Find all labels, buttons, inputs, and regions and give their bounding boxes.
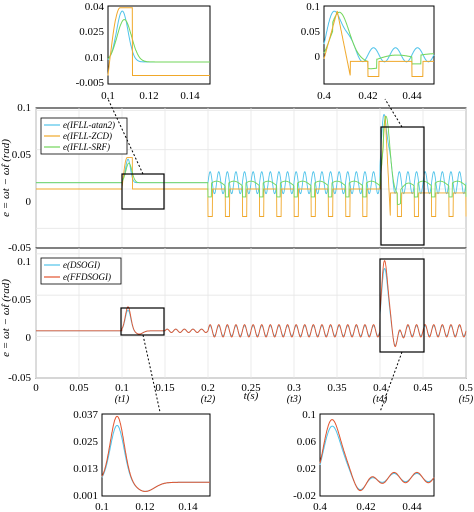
time-marker: (t2) [201,394,216,405]
inset-bottom-left-xtick: 0.14 [178,501,198,512]
inset-bottom-left-xtick: 0.12 [135,501,154,512]
inset-top-left-xtick: 0.1 [101,90,115,102]
panel-top-ytick: -0.05 [8,242,31,254]
inset-top-left-xtick: 0.14 [180,90,200,102]
inset-series-ifll-srf [323,11,434,70]
inset-bottom-left-ytick: 0.037 [73,409,98,421]
inset-bottom-right-ytick: -0.02 [293,490,316,502]
legend-entry: e(FFDSOGI) [63,272,111,282]
panel-bottom: 0.1 0.05 0 -0.05 e = ωt − ω̂t (rad) e(DS… [0,247,474,405]
inset-top-left-ytick: 0.01 [85,52,104,64]
inset-bottom-left-xtick: 0.1 [95,501,109,512]
inset-series-ifll-srf [107,19,210,63]
inset-top-left: 0.04 0.025 0.01 -0.005 0.1 0.12 0.14 [76,1,211,102]
panel-bottom-xtick: 0.4 [373,382,387,394]
inset-top-left-ytick: 0.025 [79,26,104,38]
zoom-box-bottom-t1 [120,307,165,336]
panel-bottom-xtick: 0.5 [459,382,473,394]
inset-bottom-right-xtick: 0.44 [402,501,422,512]
panel-top-ytick: 0.05 [12,149,32,161]
inset-top-left-ytick: 0.04 [85,1,105,13]
panel-bottom-ylabel: e = ωt − ω̂t (rad) [0,279,12,357]
time-marker: (t4) [373,394,388,405]
inset-series-ffdsogi [101,415,210,492]
inset-top-right-ytick: 0.05 [301,26,321,38]
panel-bottom-ytick: 0.05 [12,294,32,306]
inset-bottom-left-ytick: 0.001 [73,490,98,502]
inset-top-left-lines [107,7,210,76]
inset-series-ifll-zcd [323,10,434,77]
panel-bottom-xtick: 0.45 [413,382,433,394]
inset-bottom-left: 0.037 0.025 0.013 0.001 0.1 0.12 0.14 [73,409,211,512]
panel-top: 0.1 0.05 0 -0.05 e = ωt − ω̂t (rad) e(IF… [0,102,467,254]
panel-top-ytick: 0.1 [17,102,31,114]
time-marker: (t1) [115,394,130,405]
legend-entry: e(DSOGI) [63,260,100,270]
inset-top-right-lines [323,10,435,77]
inset-bottom-right-lines [319,419,435,492]
series-ifll-zcd [36,115,467,217]
inset-bottom-right-ytick: 0.02 [297,463,316,475]
inset-bottom-right-ytick: 0.1 [302,409,316,421]
panel-top-ytick: 0 [26,196,32,208]
panel-bottom-ytick: -0.05 [8,372,31,384]
panel-top-lines [36,113,467,217]
inset-series-ifll-zcd [107,7,210,76]
inset-top-right-ytick: 0.1 [306,1,320,13]
panel-bottom-xtick: 0.3 [287,382,301,394]
panel-bottom-xtick: 0.15 [155,382,175,394]
inset-top-right-xtick: 0.42 [358,90,377,102]
panel-bottom-xtick: 0.1 [115,382,129,394]
inset-top-right: 0.1 0.05 0 0.4 0.42 0.44 [301,1,435,102]
inset-series-ffdsogi [319,419,435,492]
inset-bottom-right-xtick: 0.42 [356,501,375,512]
inset-top-right-ytick: 0 [315,51,321,63]
panel-bottom-xtick: 0.25 [241,382,261,394]
panel-bottom-xtick: 0 [33,382,39,394]
panel-bottom-ytick: 0.1 [17,256,31,268]
panel-bottom-ytick: 0 [26,332,32,344]
legend-entry: e(IFLL-ZCD) [63,131,112,141]
inset-series-ifll-atan2 [323,10,435,63]
panel-bottom-xtick: 0.05 [69,382,89,394]
series-ffdsogi [36,259,467,348]
inset-bottom-left-ytick: 0.025 [73,436,98,448]
panel-bottom-xlabel: t(s) [244,390,259,402]
zoom-boxes [107,98,425,413]
inset-top-right-xtick: 0.44 [402,90,422,102]
inset-top-left-xtick: 0.12 [139,90,158,102]
time-marker: (t3) [287,394,302,405]
inset-bottom-left-lines [101,415,210,492]
panel-top-legend: e(IFLL-atan2) e(IFLL-ZCD) e(IFLL-SRF) [40,117,128,155]
inset-bottom-left-ytick: 0.013 [73,463,98,475]
inset-bottom-right: 0.1 0.06 0.02 -0.02 0.4 0.42 0.44 [293,409,435,512]
zoom-box-top-t4 [380,126,425,246]
panel-bottom-grid [35,248,467,379]
panel-top-ylabel: e = ωt − ω̂t (rad) [0,139,12,217]
panel-bottom-xtick: 0.35 [327,382,347,394]
legend-entry: e(IFLL-SRF) [63,142,110,152]
inset-bottom-right-ytick: 0.06 [297,436,317,448]
inset-top-right-xtick: 0.4 [317,90,331,102]
legend-entry: e(IFLL-atan2) [63,120,115,130]
panel-top-grid [35,108,467,248]
panel-bottom-lines [36,259,467,348]
panel-bottom-legend: e(DSOGI) e(FFDSOGI) [40,257,122,285]
inset-bottom-right-xtick: 0.4 [313,501,327,512]
panel-bottom-xtick: 0.2 [201,382,215,394]
time-marker: (t5) [459,394,474,405]
inset-top-left-ytick: -0.005 [76,77,105,89]
series-ifll-srf [36,115,467,205]
panel-bottom-xticks: 0 0.05 0.1 0.15 0.2 0.25 0.3 0.35 0.4 0.45 0.5 (t1)… [33,382,474,405]
